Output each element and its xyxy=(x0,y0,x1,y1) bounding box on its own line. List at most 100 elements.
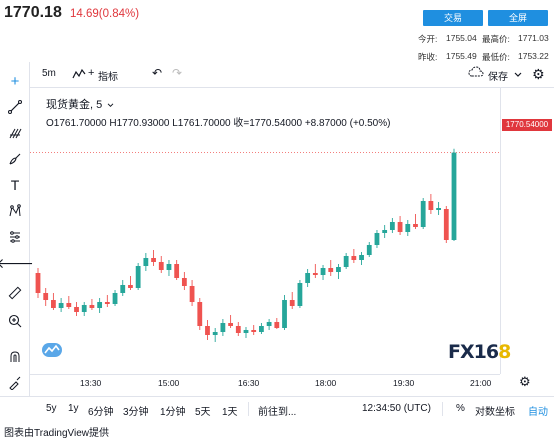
candle xyxy=(166,260,172,276)
chart-area[interactable] xyxy=(0,62,554,442)
candle xyxy=(289,292,295,309)
candle-body xyxy=(51,300,56,308)
candle-body xyxy=(351,256,357,260)
candle xyxy=(66,296,72,309)
candle-body xyxy=(320,268,326,275)
divider xyxy=(442,402,443,416)
undo-icon[interactable]: ↶ xyxy=(152,66,163,80)
candle-body xyxy=(205,326,210,335)
candlestick-chart[interactable] xyxy=(30,88,500,370)
candle-body xyxy=(382,230,388,233)
time-tick-label: 15:00 xyxy=(158,378,180,388)
candle xyxy=(43,288,49,306)
candle xyxy=(397,216,403,235)
candle-body xyxy=(181,278,187,286)
candle xyxy=(35,268,41,298)
candle xyxy=(405,220,411,236)
indicators-button[interactable]: 指标 xyxy=(98,72,118,83)
candle xyxy=(312,264,318,278)
percent-toggle[interactable]: % xyxy=(456,403,465,414)
arrow-left-icon[interactable]: 🡐 xyxy=(0,254,34,271)
symbol-name: 现货黄金, 5 xyxy=(46,99,103,111)
candle xyxy=(274,318,280,329)
candle xyxy=(282,295,287,330)
candle-body xyxy=(451,152,457,240)
open-value: 1755.04 xyxy=(446,33,477,43)
chevron-down-icon[interactable] xyxy=(107,103,114,108)
candle xyxy=(351,249,357,263)
candle-body xyxy=(89,305,95,308)
axis-settings-icon[interactable]: ⚙ xyxy=(519,374,531,389)
high-label: 最高价: xyxy=(482,34,510,44)
range-1min[interactable]: 1分钟 xyxy=(160,407,186,418)
range-5d[interactable]: 5天 xyxy=(195,407,211,418)
chart-toolbar: 5m + 指标 ↶ ↷ 保存 ⚙ xyxy=(30,62,554,88)
candle xyxy=(428,194,434,214)
price-change: 14.69(0.84%) xyxy=(70,8,140,20)
candle xyxy=(197,298,203,330)
candle xyxy=(443,206,449,243)
settings-gear-icon[interactable]: ⚙ xyxy=(532,66,545,82)
candle xyxy=(436,202,441,215)
candle-body xyxy=(413,224,418,227)
crosshair-icon[interactable]: + xyxy=(10,72,20,90)
trend-line-icon[interactable] xyxy=(4,96,26,118)
candle-body xyxy=(43,293,49,300)
candle xyxy=(389,218,395,233)
range-3min[interactable]: 3分钟 xyxy=(123,407,149,418)
candle-body xyxy=(220,323,226,332)
range-1y[interactable]: 1y xyxy=(68,403,79,414)
ruler-icon[interactable] xyxy=(4,282,26,304)
candle-body xyxy=(366,245,372,255)
candle-body xyxy=(389,222,395,230)
range-6min[interactable]: 6分钟 xyxy=(88,407,114,418)
candle-body xyxy=(158,262,164,270)
text-tool-icon[interactable]: T xyxy=(10,177,20,193)
log-scale-toggle[interactable]: 对数坐标 xyxy=(475,407,515,418)
trade-button[interactable]: 交易 xyxy=(423,10,483,26)
candle-body xyxy=(305,273,311,283)
candle xyxy=(235,322,241,336)
interval-selector[interactable]: 5m xyxy=(42,68,56,79)
pitchfork-icon[interactable] xyxy=(4,122,26,144)
candle xyxy=(181,272,187,290)
high-value: 1771.03 xyxy=(518,33,549,43)
chart-type-icon[interactable] xyxy=(72,68,86,83)
range-1d[interactable]: 1天 xyxy=(222,407,238,418)
magnet-icon[interactable] xyxy=(4,346,26,368)
candle-body xyxy=(151,258,156,262)
bottom-toolbar: 5y 1y 6分钟 3分钟 1分钟 5天 1天 前往到... 12:34:50 … xyxy=(0,396,554,422)
add-icon: + xyxy=(88,67,95,79)
goto-date-button[interactable]: 前往到... xyxy=(258,407,297,418)
redo-icon[interactable]: ↷ xyxy=(172,66,183,80)
candle-body xyxy=(312,273,318,275)
save-button[interactable]: 保存 xyxy=(488,72,508,83)
candle-body xyxy=(289,300,295,306)
candle-body xyxy=(328,268,334,272)
brush-icon[interactable] xyxy=(4,148,26,170)
candle-body xyxy=(259,326,264,332)
last-price-tag: 1770.54000 xyxy=(502,119,552,131)
candle xyxy=(128,276,133,290)
zoom-in-icon[interactable] xyxy=(4,310,26,332)
candle-body xyxy=(266,322,272,326)
pattern-icon[interactable] xyxy=(4,200,26,222)
candle-body xyxy=(189,286,195,302)
last-price: 1770.18 xyxy=(4,4,62,21)
lock-drawing-icon[interactable] xyxy=(4,372,26,394)
forecast-icon[interactable] xyxy=(4,226,26,248)
prev-close-label: 昨收: xyxy=(418,52,438,62)
chevron-down-icon[interactable] xyxy=(514,70,522,81)
candle xyxy=(205,320,210,340)
tradingview-credit[interactable]: 图表由TradingView提供 xyxy=(4,428,110,439)
candle-body xyxy=(282,300,287,328)
utc-clock[interactable]: 12:34:50 (UTC) xyxy=(362,403,431,414)
candle-body xyxy=(359,255,364,260)
candle-body xyxy=(66,303,72,307)
range-5y[interactable]: 5y xyxy=(46,403,57,414)
fullscreen-button[interactable]: 全屏 xyxy=(488,10,548,26)
symbol-legend[interactable]: 现货黄金, 5 xyxy=(46,96,114,112)
auto-scale-toggle[interactable]: 自动 xyxy=(528,407,548,418)
candle-body xyxy=(128,285,133,288)
candle xyxy=(336,264,341,279)
